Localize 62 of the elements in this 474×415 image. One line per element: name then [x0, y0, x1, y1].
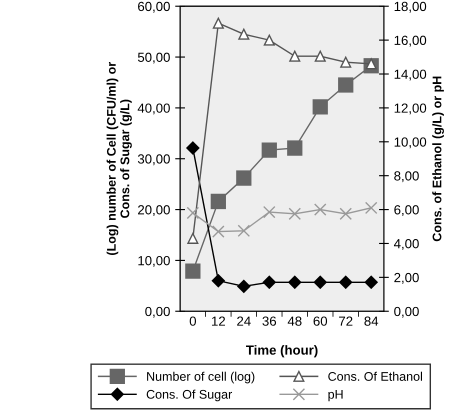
- point: [314, 50, 326, 62]
- x-tick-label: 72: [339, 316, 352, 326]
- y2-tick-label: 0,00: [394, 306, 419, 318]
- x-tick-label: 12: [212, 316, 226, 326]
- point: [237, 280, 250, 293]
- y-tick-label: 30,00: [138, 154, 170, 166]
- point: [187, 232, 198, 244]
- y-tick-label: 0,00: [145, 306, 170, 318]
- x-tick-label: 36: [262, 316, 276, 326]
- point: [186, 141, 200, 155]
- point: [186, 206, 200, 220]
- point: [210, 194, 226, 210]
- point: [238, 28, 250, 40]
- point: [288, 208, 302, 220]
- point: [339, 276, 352, 289]
- y2-tick-label: 2,00: [394, 272, 419, 284]
- point: [238, 224, 250, 238]
- point: [312, 99, 328, 115]
- y2-tick-label: 16,00: [394, 36, 426, 47]
- legend-label: Cons. Of Ethanol: [328, 372, 422, 381]
- y2-tick-label: 8,00: [394, 171, 419, 182]
- y-tick-label: 50,00: [138, 52, 170, 64]
- y-tick-label: 10,00: [138, 256, 170, 267]
- point: [339, 208, 352, 220]
- point: [287, 140, 302, 156]
- point: [262, 276, 276, 289]
- point: [314, 276, 327, 289]
- y2-tick-label: 4,00: [394, 239, 419, 250]
- legend-label: pH: [328, 390, 343, 402]
- point: [212, 18, 224, 29]
- point: [264, 34, 275, 46]
- x-tick-label: 24: [237, 316, 251, 326]
- point: [236, 170, 252, 186]
- point: [338, 77, 354, 93]
- y2-tick-label: 18,00: [394, 2, 426, 13]
- point: [288, 276, 302, 289]
- y2-axis-title: Cons. of Ethanol (g/L) or pH: [432, 76, 444, 242]
- y-tick-label: 60,00: [138, 2, 170, 13]
- y-axis-title: (Log) number of Cell (CFU/ml) or Cons. of Sugar (g/L): [106, 62, 132, 255]
- point: [212, 274, 225, 288]
- point: [289, 50, 300, 62]
- point: [263, 206, 276, 218]
- y-tick-label: 20,00: [138, 205, 170, 216]
- y2-tick-label: 12,00: [394, 103, 426, 114]
- legend-label: Number of cell (log): [147, 372, 254, 384]
- point: [364, 202, 378, 214]
- y2-tick-label: 10,00: [394, 137, 426, 148]
- x-tick-label: 48: [288, 316, 302, 326]
- point: [185, 263, 200, 279]
- x-tick-label: 0: [190, 316, 196, 326]
- x-tick-label: 84: [364, 316, 378, 326]
- point: [364, 276, 378, 289]
- x-tick-label: 60: [314, 316, 328, 326]
- point: [212, 225, 225, 238]
- y-tick-label: 40,00: [138, 103, 170, 114]
- point: [262, 142, 277, 158]
- x-axis-title: Time (hour): [246, 345, 318, 358]
- y2-tick-label: 6,00: [394, 205, 419, 216]
- point: [314, 203, 326, 216]
- legend-label: Cons. Of Sugar: [146, 390, 232, 402]
- point: [340, 56, 352, 68]
- y2-tick-label: 14,00: [394, 70, 426, 80]
